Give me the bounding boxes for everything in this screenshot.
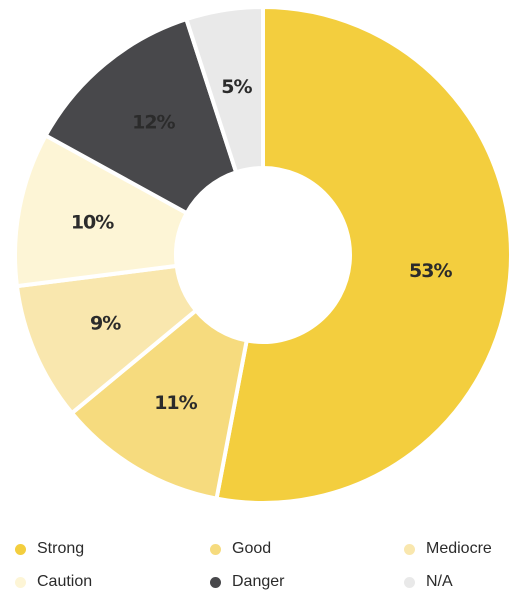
legend-swatch-strong (15, 543, 26, 555)
slice-label-strong: 53% (409, 260, 452, 282)
legend-swatch-caution (15, 576, 26, 588)
slice-strong (214, 5, 512, 505)
slice-good (69, 308, 249, 501)
legend-label-danger: Danger (232, 573, 285, 590)
legend-swatch-na (404, 576, 415, 588)
legend-item-danger: Danger (210, 571, 284, 593)
slice-label-good: 11% (154, 392, 197, 414)
legend-item-caution: Caution (15, 571, 92, 593)
legend-label-caution: Caution (37, 573, 93, 590)
chart-legend: Strong Good Mediocre Caution Danger N/A (0, 532, 512, 598)
legend-label-na: N/A (426, 573, 453, 590)
legend-swatch-danger (210, 576, 221, 588)
legend-label-good: Good (232, 540, 272, 557)
slice-label-na: 5% (221, 76, 252, 98)
legend-item-na: N/A (404, 571, 453, 593)
donut-labels: 53% 11% 9% 10% 12% 5% (71, 76, 454, 414)
legend-swatch-mediocre (404, 543, 415, 555)
slice-label-mediocre: 9% (90, 312, 121, 334)
legend-label-mediocre: Mediocre (426, 540, 492, 557)
slice-label-caution: 10% (71, 211, 114, 233)
donut-chart: 53% 11% 9% 10% 12% 5% (13, 5, 512, 505)
slice-label-danger: 12% (132, 111, 175, 133)
legend-label-strong: Strong (37, 540, 85, 557)
legend-item-good: Good (210, 538, 271, 560)
legend-item-mediocre: Mediocre (404, 538, 492, 560)
donut-slices (13, 5, 512, 505)
legend-swatch-good (210, 543, 221, 555)
legend-item-strong: Strong (15, 538, 84, 560)
slice-na (184, 5, 265, 175)
slice-danger (43, 17, 239, 216)
